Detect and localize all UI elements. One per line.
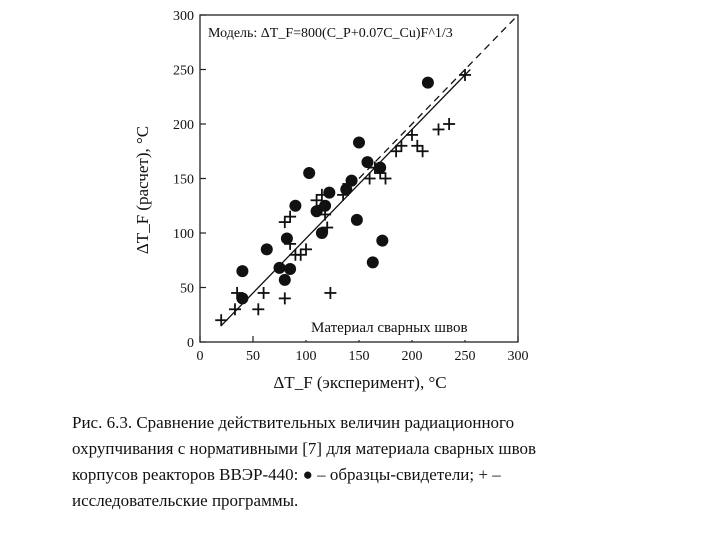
sample-point — [376, 234, 389, 247]
research-point — [278, 216, 291, 229]
research-point — [284, 210, 297, 223]
research-point — [374, 167, 387, 180]
research-point — [284, 237, 297, 250]
research-point — [459, 68, 471, 81]
research-point — [411, 139, 424, 152]
sample-point — [353, 136, 365, 149]
research-point — [368, 161, 381, 174]
research-point — [342, 177, 355, 190]
y-tick-label: 300 — [173, 9, 194, 24]
x-tick-label: 100 — [296, 349, 317, 364]
research-point — [363, 172, 376, 185]
sample-point — [303, 167, 316, 180]
research-point — [443, 118, 456, 130]
y-tick-label: 50 — [180, 282, 194, 297]
y-tick-label: 100 — [173, 227, 194, 242]
sample-point — [366, 256, 379, 269]
research-point — [300, 243, 312, 256]
caption-line-4: исследовательские программы. — [72, 491, 299, 510]
sample-point — [236, 265, 249, 278]
sample-point — [236, 292, 249, 305]
sample-point — [345, 174, 358, 187]
x-tick-label: 150 — [349, 349, 370, 364]
y-tick-label: 0 — [187, 336, 194, 351]
sample-point — [350, 213, 363, 226]
research-point — [379, 172, 392, 185]
sample-point — [323, 186, 336, 199]
scatter-chart: 0 50 100 150 200 250 300 0 50 100 150 200 250 300 Мо… — [133, 9, 529, 392]
research-point — [294, 248, 307, 261]
research-point — [319, 208, 332, 221]
research-point — [416, 145, 429, 158]
sample-point — [280, 232, 293, 245]
x-ticks: 0 50 100 150 200 250 300 — [197, 336, 529, 364]
y-tick-label: 250 — [173, 64, 194, 79]
research-point — [315, 199, 328, 212]
research-point — [215, 314, 228, 327]
figure-caption: Рис. 6.3. Сравнение действительных велич… — [72, 410, 640, 514]
research-point — [406, 128, 418, 141]
x-tick-label: 0 — [197, 349, 204, 364]
sample-point — [421, 76, 434, 89]
model-label: Модель: ΔT_F=800(C_P+0.07C_Cu)F^1/3 — [208, 26, 453, 41]
sample-point — [361, 156, 374, 169]
research-point — [321, 221, 334, 234]
x-tick-label: 200 — [402, 349, 423, 364]
legend-text: Материал сварных швов — [311, 320, 468, 336]
legend-box — [304, 314, 516, 340]
caption-line-2: охрупчивания с нормативными [7] для мате… — [72, 439, 537, 458]
data-markers — [215, 68, 471, 327]
x-tick-label: 50 — [246, 349, 260, 364]
research-point — [390, 145, 403, 158]
plot-area: 0 50 100 150 200 250 300 0 50 100 150 200 250 300 Мо… — [173, 9, 529, 364]
research-point — [315, 188, 328, 201]
research-point — [395, 139, 408, 152]
reference-dashed-line — [358, 14, 519, 179]
sample-point — [260, 243, 273, 256]
caption-line-1: Рис. 6.3. Сравнение действительных велич… — [72, 413, 515, 432]
y-ticks: 0 50 100 150 200 250 300 — [173, 9, 206, 351]
research-point — [310, 194, 323, 207]
research-point — [324, 286, 337, 299]
x-tick-label: 300 — [508, 349, 529, 364]
y-tick-label: 200 — [173, 118, 194, 133]
research-point — [257, 286, 270, 299]
research-point — [252, 303, 265, 316]
y-axis-label: ΔT_F (расчет), °C — [133, 126, 152, 254]
research-point — [278, 292, 291, 305]
sample-point — [289, 199, 302, 212]
sample-point — [284, 262, 297, 275]
sample-point — [273, 261, 286, 274]
research-point — [228, 303, 241, 316]
research-point — [337, 188, 350, 201]
sample-point — [315, 227, 328, 239]
fit-line — [220, 69, 471, 327]
research-point — [231, 286, 244, 299]
x-tick-label: 250 — [455, 349, 476, 364]
sample-point — [278, 273, 291, 286]
y-tick-label: 150 — [173, 173, 194, 188]
caption-line-3: корпусов реакторов ВВЭР-440: ● – образцы… — [72, 465, 501, 484]
x-axis-label: ΔT_F (эксперимент), °C — [273, 373, 446, 392]
research-point — [432, 123, 445, 136]
